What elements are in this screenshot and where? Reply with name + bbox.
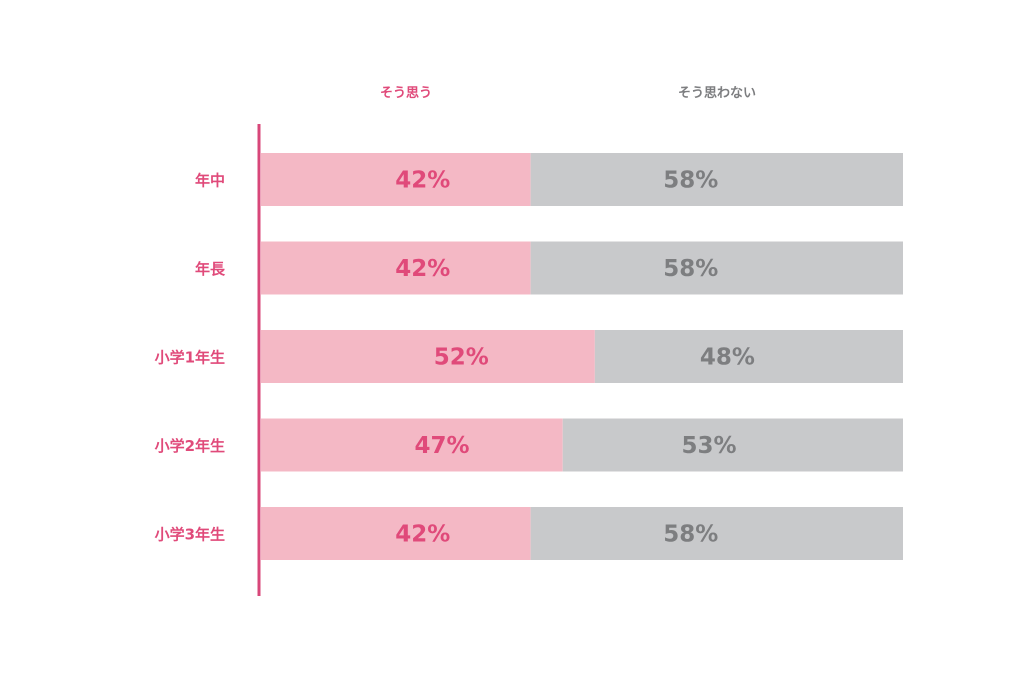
bar-disagree [562, 418, 903, 472]
data-label-agree: 42% [395, 522, 450, 548]
data-label-agree: 52% [434, 345, 489, 371]
bar-disagree [594, 330, 903, 383]
data-label-disagree: 58% [663, 256, 718, 282]
data-label-agree: 42% [395, 256, 450, 282]
data-label-agree: 42% [395, 168, 450, 194]
data-label-disagree: 48% [700, 345, 755, 371]
legend-item-disagree: そう思わない [678, 86, 756, 101]
bars-group: 42% 58% 42% 58% 52% 48% 47% 53% 42% 58% [261, 153, 903, 560]
category-label: 年中 [195, 172, 225, 190]
bar-agree [261, 418, 563, 472]
bar-disagree [530, 153, 903, 206]
data-label-disagree: 58% [663, 168, 718, 194]
category-label: 小学1年生 [155, 349, 225, 367]
bar-agree [261, 507, 531, 560]
bar-disagree [530, 507, 903, 560]
category-label: 小学3年生 [155, 526, 225, 544]
category-label: 小学2年生 [155, 437, 225, 455]
bar-disagree [530, 241, 903, 295]
bar-agree [261, 241, 531, 295]
legend-item-agree: そう思う [380, 86, 432, 101]
data-label-disagree: 53% [682, 433, 737, 459]
legend: そう思う そう思わない [380, 86, 756, 101]
data-label-agree: 47% [415, 433, 470, 459]
bar-agree [261, 153, 531, 206]
data-label-disagree: 58% [663, 522, 718, 548]
category-label: 年長 [195, 260, 226, 278]
bar-agree [261, 330, 595, 383]
